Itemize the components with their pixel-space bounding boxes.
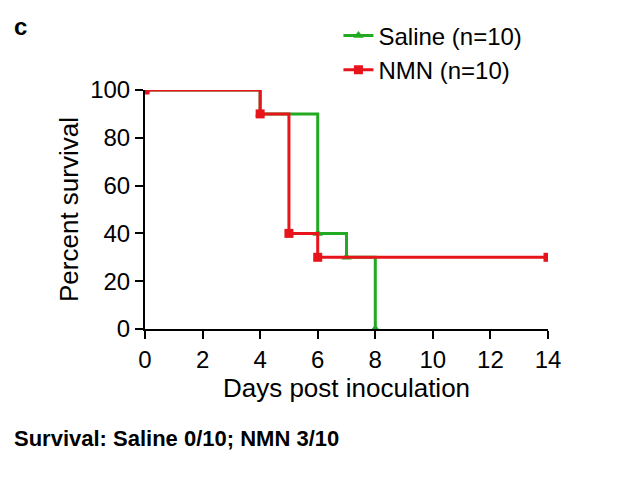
svg-text:0: 0 bbox=[117, 315, 130, 342]
svg-text:c: c bbox=[14, 13, 27, 40]
svg-text:Percent survival: Percent survival bbox=[54, 117, 84, 302]
svg-text:20: 20 bbox=[103, 268, 130, 295]
svg-text:60: 60 bbox=[103, 172, 130, 199]
svg-text:4: 4 bbox=[253, 346, 266, 373]
svg-text:0: 0 bbox=[138, 346, 151, 373]
svg-text:40: 40 bbox=[103, 220, 130, 247]
svg-text:10: 10 bbox=[420, 346, 447, 373]
svg-text:80: 80 bbox=[103, 124, 130, 151]
svg-text:100: 100 bbox=[90, 76, 130, 103]
svg-text:NMN (n=10): NMN (n=10) bbox=[378, 57, 509, 84]
svg-text:8: 8 bbox=[369, 346, 382, 373]
svg-text:Days post inoculation: Days post inoculation bbox=[223, 373, 470, 403]
svg-text:6: 6 bbox=[311, 346, 324, 373]
svg-text:14: 14 bbox=[535, 346, 562, 373]
svg-text:Saline (n=10): Saline (n=10) bbox=[378, 23, 521, 50]
svg-text:12: 12 bbox=[477, 346, 504, 373]
svg-text:Survival: Saline 0/10; NMN 3/1: Survival: Saline 0/10; NMN 3/10 bbox=[14, 426, 339, 451]
svg-text:2: 2 bbox=[196, 346, 209, 373]
